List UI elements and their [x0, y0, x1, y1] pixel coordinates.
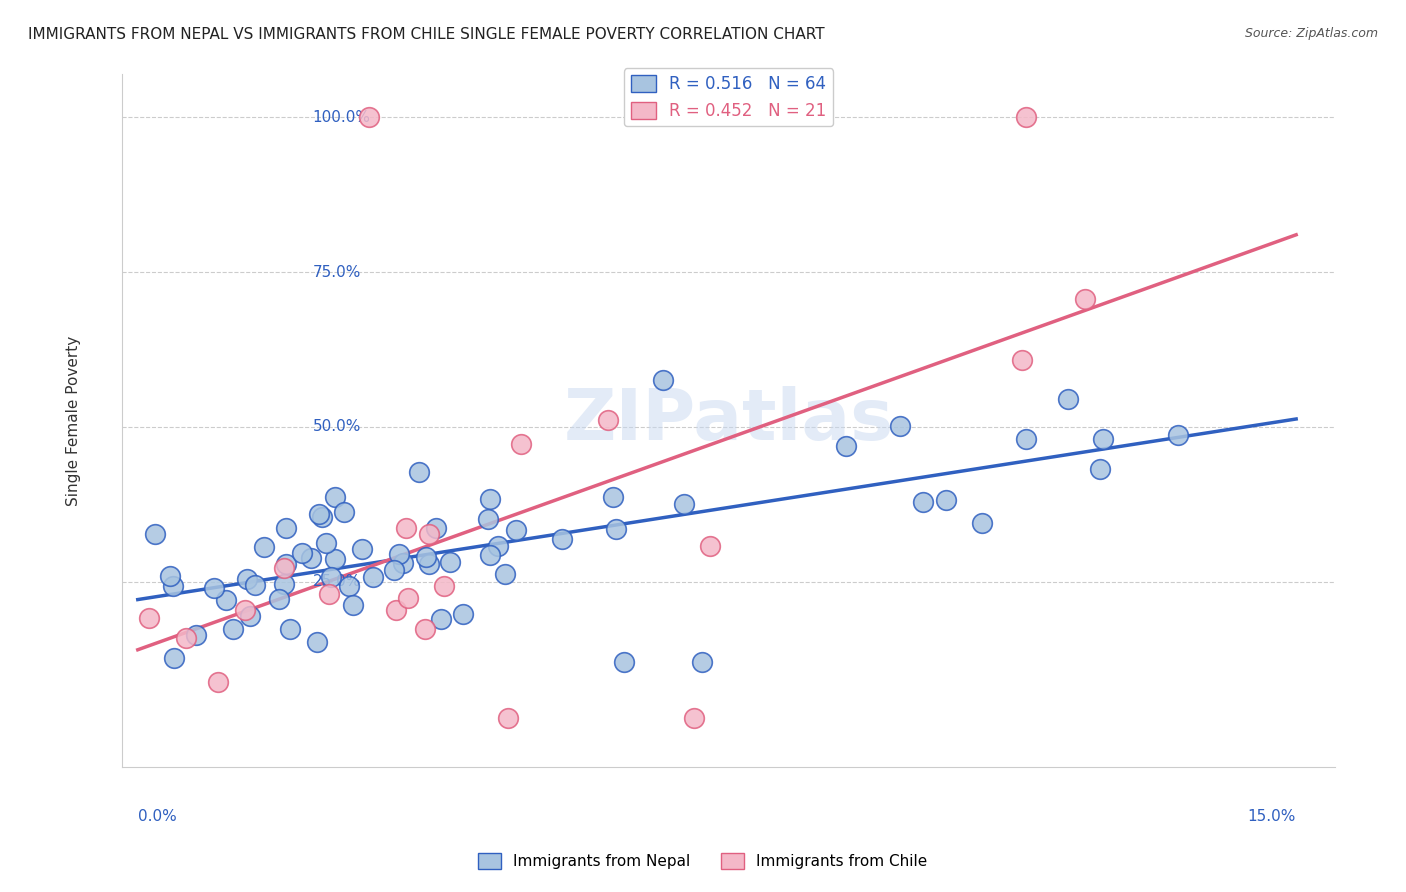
Point [433, 578, 456, 592]
Point [415, 549, 437, 564]
Point [477, 512, 499, 526]
Point [478, 492, 501, 507]
Point [308, 507, 330, 521]
Point [494, 567, 516, 582]
Point [278, 622, 301, 636]
Point [395, 521, 418, 535]
Point [323, 491, 346, 505]
Point [413, 622, 436, 636]
Text: 75.0%: 75.0% [312, 265, 361, 279]
Point [439, 555, 461, 569]
Point [396, 591, 419, 605]
Text: 50.0%: 50.0% [312, 419, 361, 434]
Point [429, 611, 451, 625]
Point [253, 540, 276, 554]
Point [174, 631, 197, 645]
Point [215, 592, 238, 607]
Point [478, 548, 501, 562]
Text: 100.0%: 100.0% [312, 110, 371, 125]
Point [835, 439, 858, 453]
Point [138, 611, 160, 625]
Point [451, 607, 474, 621]
Text: 0.0%: 0.0% [138, 809, 177, 824]
Text: ZIPatlas: ZIPatlas [564, 386, 894, 455]
Point [332, 504, 354, 518]
Point [233, 603, 256, 617]
Point [505, 523, 527, 537]
Point [276, 557, 298, 571]
Point [163, 650, 186, 665]
Point [184, 627, 207, 641]
Point [613, 655, 636, 669]
Point [143, 527, 166, 541]
Point [359, 110, 381, 124]
Point [418, 527, 440, 541]
Point [236, 572, 259, 586]
Point [1167, 427, 1189, 442]
Point [361, 570, 384, 584]
Point [408, 465, 430, 479]
Point [1015, 432, 1038, 446]
Point [510, 437, 533, 451]
Point [239, 609, 262, 624]
Point [1011, 352, 1033, 367]
Point [291, 546, 314, 560]
Point [221, 622, 243, 636]
Point [243, 578, 266, 592]
Point [273, 577, 295, 591]
Point [267, 592, 290, 607]
Point [388, 547, 411, 561]
Point [391, 556, 413, 570]
Point [651, 373, 673, 387]
Point [382, 563, 405, 577]
Point [305, 635, 328, 649]
Point [1015, 110, 1038, 124]
Text: Source: ZipAtlas.com: Source: ZipAtlas.com [1244, 27, 1378, 40]
Point [682, 711, 704, 725]
Point [935, 492, 957, 507]
Point [337, 579, 360, 593]
Point [551, 532, 574, 546]
Point [323, 552, 346, 566]
Point [418, 557, 440, 571]
Point [1088, 462, 1111, 476]
Legend: R = 0.516   N = 64, R = 0.452   N = 21: R = 0.516 N = 64, R = 0.452 N = 21 [624, 69, 832, 127]
Point [273, 561, 295, 575]
Point [274, 521, 297, 535]
Point [699, 539, 721, 553]
Point [498, 711, 520, 725]
Point [384, 603, 406, 617]
Point [342, 598, 364, 612]
Point [1092, 432, 1115, 446]
Point [598, 413, 620, 427]
Point [605, 522, 627, 536]
Point [673, 497, 696, 511]
Point [159, 569, 181, 583]
Point [486, 539, 509, 553]
Point [299, 551, 322, 566]
Point [315, 535, 337, 549]
Text: IMMIGRANTS FROM NEPAL VS IMMIGRANTS FROM CHILE SINGLE FEMALE POVERTY CORRELATION: IMMIGRANTS FROM NEPAL VS IMMIGRANTS FROM… [28, 27, 825, 42]
Point [162, 579, 184, 593]
Point [425, 521, 447, 535]
Point [311, 510, 333, 524]
Point [690, 655, 713, 669]
Point [912, 495, 935, 509]
Point [970, 516, 993, 530]
Point [352, 541, 374, 556]
Text: 15.0%: 15.0% [1247, 809, 1296, 824]
Legend: Immigrants from Nepal, Immigrants from Chile: Immigrants from Nepal, Immigrants from C… [472, 847, 934, 875]
Point [318, 587, 340, 601]
Point [1056, 392, 1078, 406]
Point [889, 419, 911, 434]
Point [602, 490, 624, 504]
Point [207, 674, 229, 689]
Point [321, 570, 343, 584]
Text: 25.0%: 25.0% [312, 574, 361, 589]
Point [202, 582, 225, 596]
Text: Single Female Poverty: Single Female Poverty [66, 335, 82, 506]
Point [1074, 292, 1097, 306]
